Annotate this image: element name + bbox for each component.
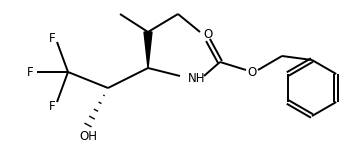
Text: NH: NH xyxy=(188,71,205,85)
Text: O: O xyxy=(247,66,257,78)
Polygon shape xyxy=(144,32,152,68)
Text: F: F xyxy=(49,32,55,45)
Text: OH: OH xyxy=(79,130,97,143)
Text: O: O xyxy=(203,28,213,41)
Text: F: F xyxy=(27,66,33,78)
Text: F: F xyxy=(49,99,55,112)
